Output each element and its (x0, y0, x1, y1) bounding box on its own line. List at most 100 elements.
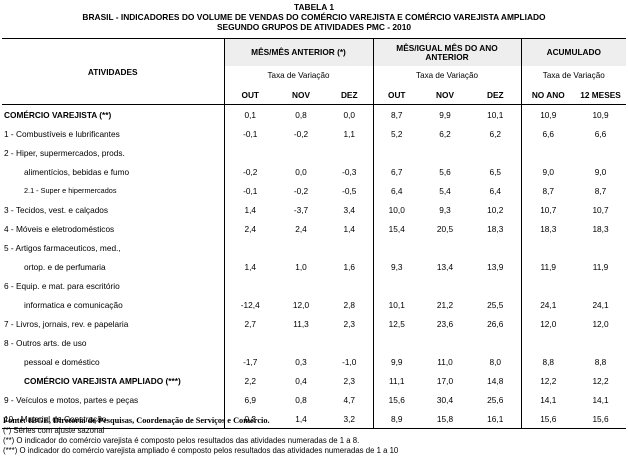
cell: 5,2 (372, 124, 420, 143)
cell: 10,1 (372, 295, 420, 314)
cell: 10,1 (487, 109, 504, 120)
row-label: COMÉRCIO VAREJISTA AMPLIADO (***) (24, 375, 181, 386)
cell: 15,6 (575, 409, 627, 429)
cell: 12,0 (520, 314, 576, 333)
cell: 2,7 (223, 314, 276, 333)
cell: 2,2 (223, 371, 276, 390)
cell: 4,7 (343, 394, 356, 405)
cell: -0,2 (223, 162, 276, 181)
cell: 2,4 (295, 223, 307, 234)
cell: 6,9 (223, 390, 276, 409)
col-header: DEZ (470, 85, 522, 105)
cell: 1,4 (223, 257, 276, 276)
table-row: 8 - Outros arts. de uso (2, 333, 626, 352)
cell: 12,2 (592, 375, 609, 386)
table-subtitle: SEGUNDO GRUPOS DE ATIVIDADES PMC - 2010 (216, 22, 412, 32)
cell: 0,0 (343, 109, 356, 120)
cell: 11,1 (372, 371, 420, 390)
cell: 5,4 (439, 185, 451, 196)
table-row: 4 - Móveis e eletrodomésticos 2,4 2,4 1,… (2, 219, 626, 238)
cell: 9,3 (372, 257, 420, 276)
cell: 8,7 (520, 181, 576, 200)
cell: 6,2 (439, 128, 451, 139)
footnote-seasonal: (*) Séries com ajuste sazonal (3, 426, 105, 435)
cell: 12,5 (372, 314, 420, 333)
row-label: 10 - Material de Construção (2, 409, 224, 429)
subheader-variation-3: Taxa de Variação (520, 66, 627, 85)
col-header: 12 MESES (575, 85, 627, 105)
row-label: 2 - Hiper, supermercados, prods. (4, 147, 125, 158)
cell: 11,3 (293, 318, 309, 329)
cell: 1,4 (276, 409, 326, 429)
cell: 25,6 (487, 394, 504, 405)
cell: 9,0 (594, 166, 607, 177)
table-row: COMÉRCIO VAREJISTA AMPLIADO (***) 2,2 0,… (2, 371, 626, 390)
cell: 8,8 (520, 352, 576, 371)
cell: 6,4 (489, 185, 502, 196)
subheader-row: Taxa de Variação Taxa de Variação Taxa d… (2, 66, 627, 85)
cell: 1,4 (343, 223, 356, 234)
row-label: COMÉRCIO VAREJISTA (**) (4, 109, 112, 120)
cell: 12,2 (520, 371, 576, 390)
row-label: 7 - Livros, jornais, rev. e papelaria (4, 318, 129, 329)
table-row: 10 - Material de Construção 0,3 1,4 3,2 … (2, 409, 627, 429)
group-accumulated: ACUMULADO (520, 38, 627, 66)
cell: 15,6 (372, 390, 420, 409)
cell: 11,0 (437, 356, 453, 367)
cell: 10,9 (520, 104, 576, 124)
sales-indicators-table: ATIVIDADES MÊS/MÊS ANTERIOR (*) MÊS/IGUA… (2, 38, 627, 429)
table-row: alimentícios, bebidas e fumo -0,2 0,0 -0… (2, 162, 626, 181)
header-group-row: ATIVIDADES MÊS/MÊS ANTERIOR (*) MÊS/IGUA… (2, 38, 627, 105)
cell: -1,0 (342, 356, 357, 367)
cell: 15,6 (520, 409, 576, 429)
cell: 24,1 (592, 299, 609, 310)
cell: 1,0 (295, 261, 307, 272)
table-number: TABELA 1 (293, 2, 334, 12)
cell: 3,2 (326, 409, 373, 429)
row-label-continued: alimentícios, bebidas e fumo (24, 166, 130, 177)
row-label: 8 - Outros arts. de uso (4, 337, 87, 348)
cell: 10,7 (592, 204, 609, 215)
source-note: Fonte: IBGE, Diretoria de Pesquisas, Coo… (3, 416, 270, 425)
table-row: 1 - Combustíveis e lubrificantes -0,1 -0… (2, 124, 626, 143)
row-label: 9 - Veículos e motos, partes e peças (4, 394, 139, 405)
cell: 0,0 (295, 166, 307, 177)
cell: 8,7 (372, 104, 420, 124)
table-footer: Fonte: IBGE, Diretoria de Pesquisas, Coo… (3, 416, 625, 456)
table-row: 2.1 - Super e hipermercados -0,1 -0,2 -0… (2, 181, 626, 200)
cell: 0,8 (295, 109, 307, 120)
cell: 2,3 (343, 318, 356, 329)
cell: 6,2 (489, 128, 502, 139)
cell: 6,4 (372, 181, 420, 200)
cell: 16,1 (470, 409, 522, 429)
cell: 18,3 (592, 223, 609, 234)
col-header: OUT (223, 85, 276, 105)
cell: 6,6 (594, 128, 607, 139)
cell: 14,8 (487, 375, 504, 386)
col-header: NOV (420, 85, 470, 105)
table-row: pessoal e doméstico -1,7 0,3 -1,0 9,9 11… (2, 352, 626, 371)
cell: 13,4 (436, 261, 454, 272)
cell: 1,4 (223, 200, 276, 219)
table-titles: TABELA 1 BRASIL - INDICADORES DO VOLUME … (0, 2, 628, 32)
row-label: 4 - Móveis e eletrodomésticos (4, 223, 115, 234)
cell: -0,1 (223, 181, 276, 200)
cell: 10,7 (520, 200, 576, 219)
cell: 8,7 (594, 185, 607, 196)
cell: -0,3 (342, 166, 357, 177)
column-header-row: OUT NOV DEZ OUT NOV DEZ NO ANO 12 MESES (2, 85, 627, 105)
cell: 10,2 (487, 204, 504, 215)
table-title: BRASIL - INDICADORES DO VOLUME DE VENDAS… (82, 12, 546, 22)
table-row: 6 - Equip. e mat. para escritório (2, 276, 626, 295)
cell: 14,1 (592, 394, 609, 405)
cell: 6,5 (489, 166, 502, 177)
cell: -1,7 (223, 352, 276, 371)
cell: 18,3 (487, 223, 504, 234)
cell: 26,6 (487, 318, 504, 329)
cell: 0,3 (295, 356, 307, 367)
col-header: NO ANO (520, 85, 576, 105)
cell: 12,0 (292, 299, 310, 310)
row-label-continued: ortop. e de perfumaria (24, 261, 106, 272)
cell: 15,4 (372, 219, 420, 238)
cell: 30,4 (436, 394, 454, 405)
